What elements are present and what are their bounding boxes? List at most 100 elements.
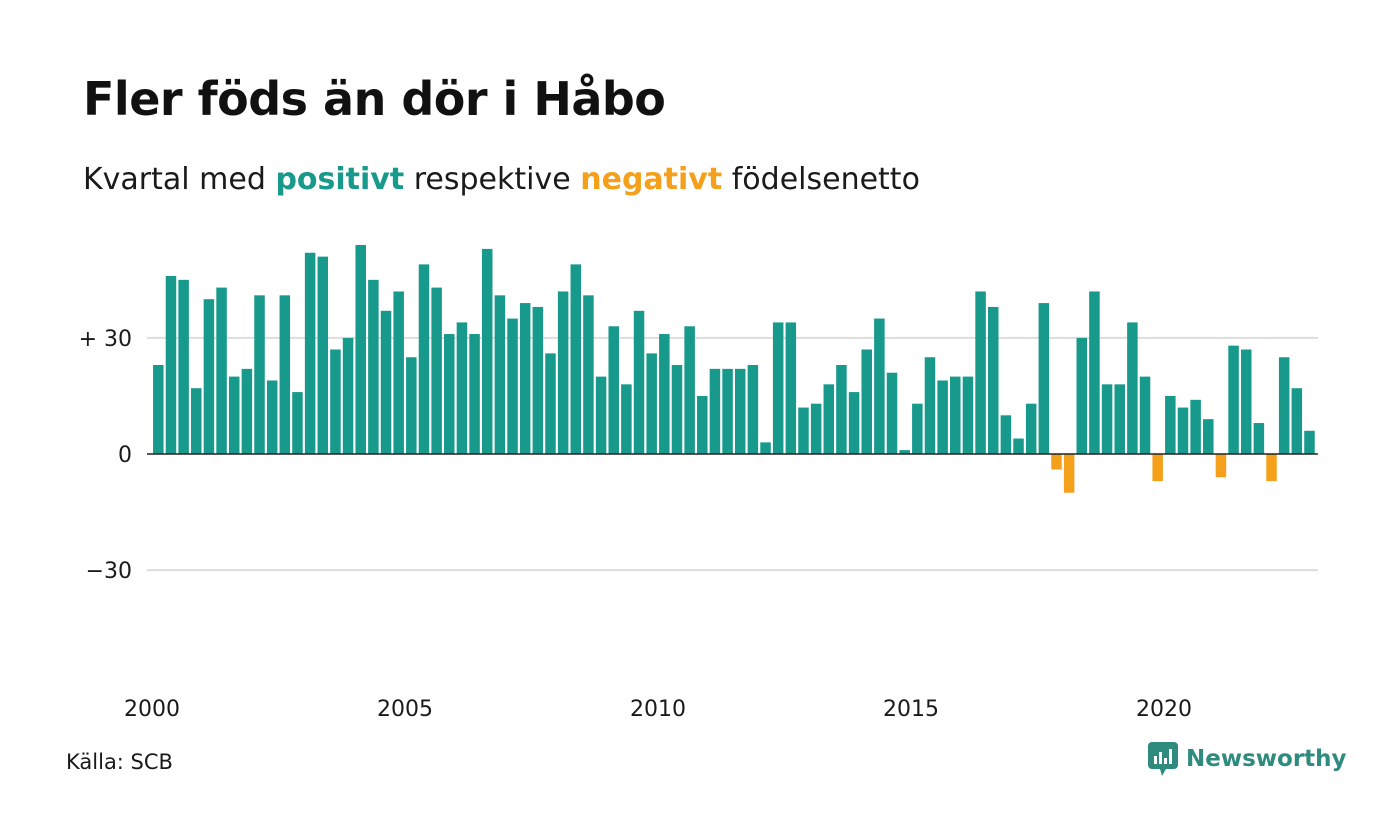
- bar-positive: [191, 388, 202, 454]
- bar-positive: [1190, 399, 1201, 454]
- source-note: Källa: SCB: [66, 750, 173, 774]
- bar-positive: [342, 337, 354, 454]
- bar-positive: [646, 353, 657, 454]
- bar-positive: [608, 326, 619, 454]
- bar-negative: [1051, 454, 1062, 470]
- bar-positive: [481, 248, 493, 454]
- bar-positive: [519, 303, 531, 454]
- subtitle-negative-label: negativt: [580, 162, 723, 197]
- bar-negative: [1215, 454, 1227, 478]
- bar-positive: [1165, 395, 1176, 454]
- axes: + 30 0 −30 2000 2005 2010 2015 2020: [79, 327, 1318, 722]
- bar-positive: [937, 380, 948, 454]
- bar-negative: [1266, 454, 1277, 482]
- newsworthy-logo-text: Newsworthy: [1186, 746, 1347, 772]
- bar-positive: [722, 368, 733, 454]
- bar-positive: [153, 364, 164, 454]
- bar-positive: [1000, 415, 1012, 454]
- bar-positive: [1025, 403, 1037, 454]
- bar-positive: [317, 256, 329, 454]
- bar-positive: [1177, 407, 1189, 454]
- x-tick-label: 2020: [1136, 697, 1192, 722]
- bar-positive: [823, 384, 835, 454]
- bar-positive: [406, 357, 417, 454]
- bar-positive: [709, 368, 721, 454]
- bar-positive: [304, 252, 316, 454]
- bar-positive: [1203, 419, 1214, 454]
- bar-positive: [633, 310, 645, 454]
- bar-positive: [330, 349, 341, 454]
- y-tick-label: 0: [118, 443, 132, 468]
- bar-positive: [912, 403, 923, 454]
- bar-positive: [684, 326, 695, 454]
- bar-positive: [216, 287, 227, 454]
- bar-positive: [456, 322, 468, 454]
- bar-positive: [418, 264, 430, 454]
- bar-positive: [583, 295, 594, 454]
- bar-positive: [228, 376, 240, 454]
- bar-chart: + 30 0 −30 2000 2005 2010 2015 2020: [79, 245, 1318, 722]
- bar-positive: [368, 279, 379, 454]
- bar-positive: [810, 403, 822, 454]
- x-tick-label: 2000: [124, 697, 180, 722]
- bar-positive: [1076, 337, 1088, 454]
- y-tick-label: −30: [86, 559, 132, 584]
- bar-positive: [444, 334, 455, 454]
- x-tick-label: 2015: [883, 697, 939, 722]
- bar-positive: [507, 318, 518, 454]
- bar-positive: [431, 287, 442, 454]
- x-tick-label: 2010: [630, 697, 686, 722]
- bar-positive: [532, 306, 544, 454]
- bar-positive: [1228, 345, 1239, 454]
- bar-positive: [848, 392, 860, 454]
- subtitle-suffix: födelsenetto: [731, 162, 920, 197]
- bar-positive: [1253, 423, 1265, 454]
- bar-positive: [621, 384, 632, 454]
- bar-positive: [557, 291, 569, 454]
- bar-positive: [393, 291, 404, 454]
- bar-positive: [1038, 303, 1050, 454]
- bar-positive: [836, 364, 847, 454]
- newsworthy-logo-icon: [1148, 742, 1178, 776]
- subtitle-middle: respektive: [413, 162, 571, 197]
- grid-lines: [147, 336, 1318, 572]
- bar-positive: [203, 299, 215, 454]
- bar-positive: [570, 264, 582, 454]
- bar-positive: [962, 376, 974, 454]
- bar-positive: [659, 334, 670, 454]
- bar-positive: [1089, 291, 1100, 454]
- bar-positive: [671, 364, 683, 454]
- bar-positive: [355, 245, 366, 454]
- bar-negative: [1063, 454, 1075, 493]
- bar-positive: [254, 295, 265, 454]
- bar-positive: [886, 372, 898, 454]
- subtitle-prefix: Kvartal med: [83, 162, 266, 197]
- bar-positive: [595, 376, 607, 454]
- bar-positive: [697, 395, 708, 454]
- bar-positive: [734, 368, 746, 454]
- bar-positive: [975, 291, 986, 454]
- bar-positive: [494, 295, 506, 454]
- bar-positive: [266, 380, 278, 454]
- bar-positive: [165, 275, 177, 454]
- subtitle-positive-label: positivt: [275, 162, 405, 197]
- newsworthy-logo: Newsworthy: [1148, 742, 1347, 776]
- bar-positive: [874, 318, 885, 454]
- bar-positive: [772, 322, 784, 454]
- bar-positive: [1114, 384, 1125, 454]
- bar-positive: [292, 392, 303, 454]
- bar-positive: [987, 306, 999, 454]
- bar-positive: [241, 368, 253, 454]
- y-tick-label: + 30: [79, 327, 132, 352]
- bar-positive: [950, 376, 961, 454]
- bar-positive: [380, 310, 392, 454]
- bar-positive: [1127, 322, 1138, 454]
- bar-positive: [1304, 430, 1315, 454]
- bar-positive: [798, 407, 809, 454]
- bar-positive: [1101, 384, 1113, 454]
- bar-positive: [760, 442, 771, 454]
- bar-positive: [279, 295, 291, 454]
- bar-positive: [1013, 438, 1024, 454]
- chart-subtitle: Kvartal med positivt respektive negativt…: [83, 162, 920, 197]
- bar-positive: [924, 357, 936, 454]
